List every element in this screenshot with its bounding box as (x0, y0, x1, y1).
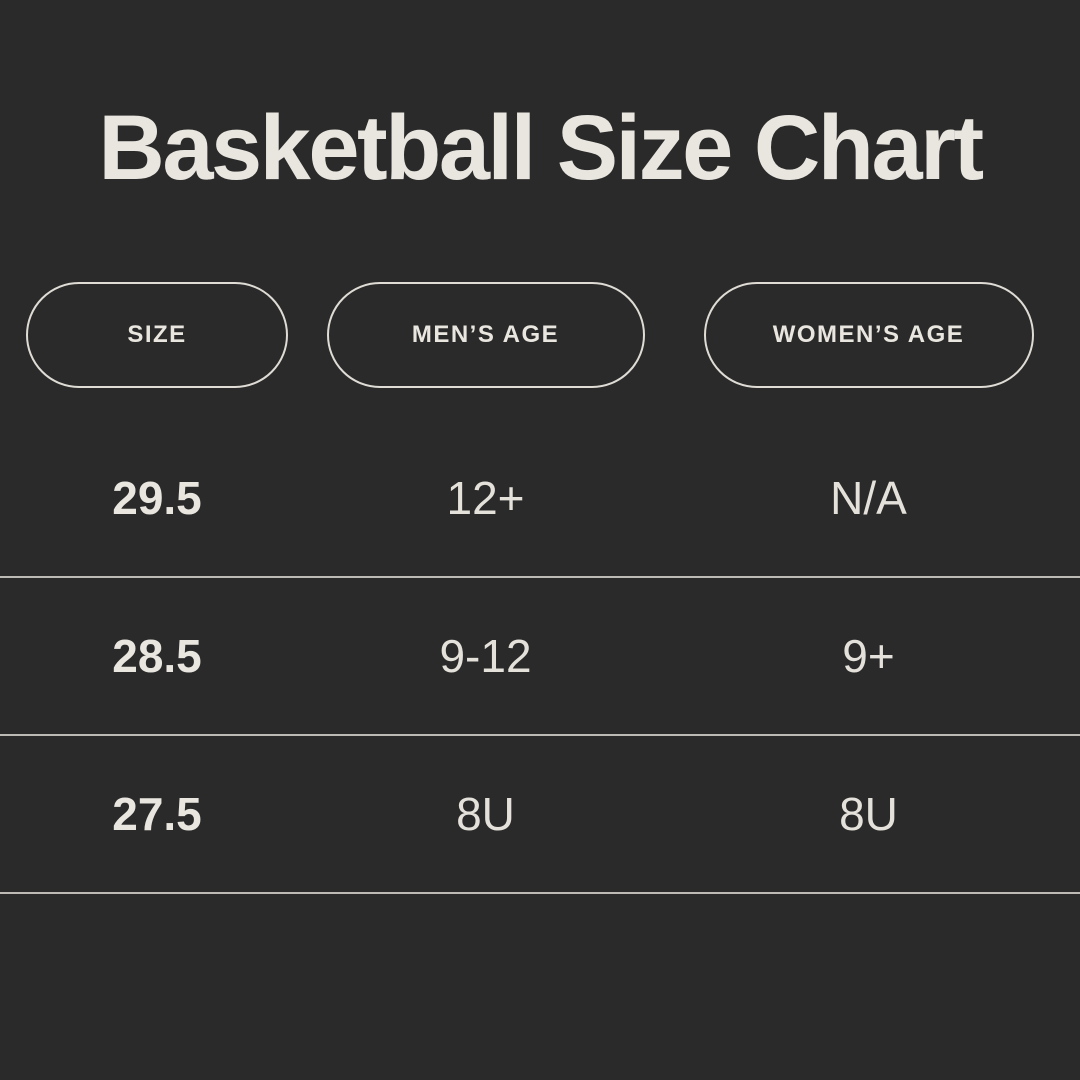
page-title: Basketball Size Chart (98, 97, 984, 199)
cell-womens-age: 9+ (842, 630, 895, 682)
table-row: 28.5 9-12 9+ (0, 578, 1080, 736)
header-label-size: SIZE (127, 321, 187, 348)
cell-size: 29.5 (112, 472, 202, 524)
header-pill-womens-age: WOMEN’S AGE (703, 282, 1034, 388)
cell-mens-age: 8U (456, 788, 515, 840)
header-pill-mens-age: MEN’S AGE (326, 282, 645, 388)
header-label-womens-age: WOMEN’S AGE (772, 321, 965, 348)
header-col-womens-age: WOMEN’S AGE (657, 282, 1080, 388)
cell-womens-age: N/A (830, 472, 907, 524)
header-col-size: SIZE (0, 282, 314, 388)
header-pill-size: SIZE (26, 282, 288, 388)
table-row: 29.5 12+ N/A (0, 420, 1080, 578)
header-label-mens-age: MEN’S AGE (411, 321, 560, 348)
table-body: 29.5 12+ N/A 28.5 9-12 9+ 27.5 8U 8U (0, 420, 1080, 894)
cell-womens-age: 8U (839, 788, 898, 840)
cell-mens-age: 12+ (446, 472, 525, 524)
table-header-row: SIZE MEN’S AGE WOMEN’S AGE (0, 282, 1080, 388)
header-col-mens-age: MEN’S AGE (314, 282, 657, 388)
cell-mens-age: 9-12 (439, 630, 532, 682)
cell-size: 27.5 (112, 788, 202, 840)
table-row: 27.5 8U 8U (0, 736, 1080, 894)
cell-size: 28.5 (112, 630, 202, 682)
